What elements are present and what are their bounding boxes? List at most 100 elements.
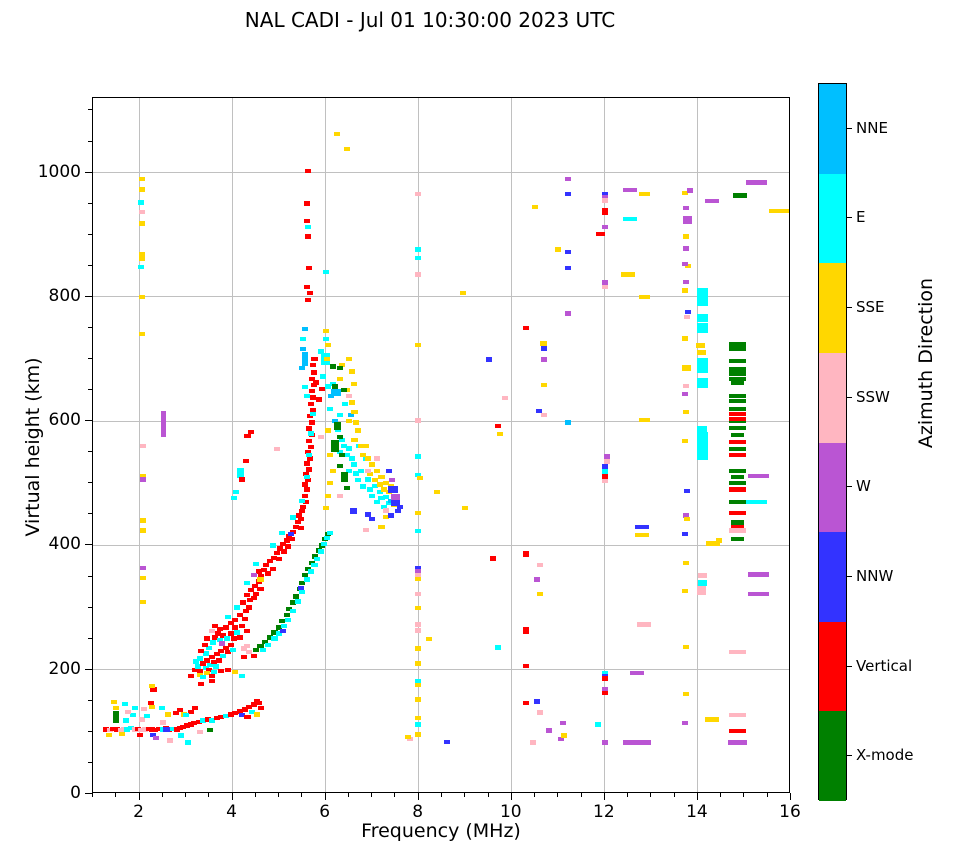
x-major-tick (603, 793, 605, 800)
data-point-ssw (637, 622, 652, 627)
y-minor-tick (88, 326, 92, 328)
data-point-nnw (397, 504, 404, 510)
data-point-vertical (232, 625, 239, 630)
data-point-e (238, 673, 245, 679)
data-point-sse (359, 452, 366, 457)
data-point-ssw (529, 740, 536, 745)
data-point-e (327, 406, 334, 411)
data-point-e (305, 225, 312, 230)
data-point-w (534, 577, 541, 582)
data-point-e (322, 336, 329, 342)
x-gridline (139, 98, 141, 792)
data-point-sse (232, 670, 239, 675)
data-point-vertical (306, 413, 313, 419)
data-point-e (381, 504, 388, 510)
data-point-e (383, 494, 390, 500)
y-gridline (93, 296, 789, 298)
data-point-nnw (149, 732, 156, 738)
data-point-sse (682, 438, 689, 444)
data-point-sse (715, 538, 722, 543)
data-point-vertical (246, 605, 253, 610)
data-point-sse (683, 644, 690, 649)
x-minor-tick (650, 793, 652, 797)
data-point-x-mode (271, 630, 278, 635)
data-point-nnw (287, 532, 294, 537)
data-point-nnw (163, 727, 170, 732)
x-gridline (604, 98, 606, 792)
data-point-w (683, 216, 693, 224)
data-point-vertical (242, 458, 249, 464)
data-point-vertical (255, 569, 262, 574)
data-point-e (385, 500, 392, 506)
data-point-sse (539, 341, 548, 346)
data-point-x-mode (729, 367, 746, 372)
data-point-vertical (150, 687, 157, 692)
data-point-e (344, 453, 351, 458)
colorbar-tick (847, 755, 852, 757)
data-point-x-mode (266, 635, 273, 640)
colorbar-segment-x-mode (819, 711, 846, 801)
data-point-e (206, 645, 213, 651)
data-point-vertical (227, 631, 234, 636)
data-point-w (601, 687, 608, 692)
colorbar-label-w: W (856, 477, 871, 496)
data-point-vertical (601, 207, 609, 216)
y-gridline (93, 544, 789, 546)
data-point-sse (768, 208, 789, 214)
data-point-e (234, 605, 241, 610)
data-point-vertical (227, 642, 234, 648)
data-point-vertical (247, 597, 254, 603)
data-point-w (681, 391, 688, 396)
data-point-x-mode (331, 439, 339, 453)
x-major-tick (138, 793, 140, 800)
data-point-sse (462, 505, 469, 511)
data-point-sse (165, 712, 172, 717)
y-tick-label: 1000 (37, 161, 81, 182)
y-major-tick (85, 420, 92, 422)
data-point-e (269, 543, 276, 548)
data-point-nnw (443, 739, 450, 744)
data-point-w (630, 670, 645, 675)
data-point-x-mode (257, 643, 264, 649)
x-minor-tick (534, 793, 536, 797)
data-point-e (697, 432, 708, 460)
data-point-sse (148, 683, 155, 689)
data-point-vertical (199, 661, 206, 666)
data-point-vertical (190, 720, 197, 726)
data-point-vertical (276, 556, 283, 562)
data-point-vertical (311, 370, 318, 375)
data-point-vertical (145, 726, 152, 731)
data-point-sse (138, 221, 145, 226)
data-point-vertical (304, 487, 311, 492)
data-point-e (249, 709, 256, 715)
data-point-vertical (244, 714, 251, 720)
data-point-ssw (414, 573, 421, 578)
data-point-sse (682, 691, 689, 697)
data-point-e (320, 542, 327, 547)
x-tick-label: 14 (686, 802, 708, 822)
data-point-nnw (350, 507, 357, 514)
data-point-sse (705, 541, 720, 546)
data-point-ssw (197, 729, 204, 735)
data-point-w (745, 180, 767, 185)
colorbar-label-sse: SSE (856, 298, 885, 317)
data-point-e (285, 617, 292, 623)
data-point-vertical (522, 701, 529, 706)
data-point-sse (536, 591, 543, 597)
data-point-sse (348, 400, 355, 405)
colorbar-segment-sse (819, 263, 846, 353)
data-point-vertical (136, 732, 143, 738)
colorbar-label-x-mode: X-mode (856, 746, 914, 765)
data-point-e (414, 255, 421, 260)
data-point-e (623, 217, 638, 222)
data-point-vertical (206, 667, 213, 672)
data-point-vertical (204, 717, 211, 722)
data-point-vertical (304, 461, 311, 466)
data-point-x-mode (344, 486, 351, 491)
data-point-vertical (308, 389, 315, 394)
data-point-sse (367, 471, 374, 477)
data-point-sse (138, 331, 145, 337)
data-point-sse (697, 350, 707, 356)
data-point-x-mode (308, 560, 315, 565)
data-point-sse (638, 417, 651, 423)
